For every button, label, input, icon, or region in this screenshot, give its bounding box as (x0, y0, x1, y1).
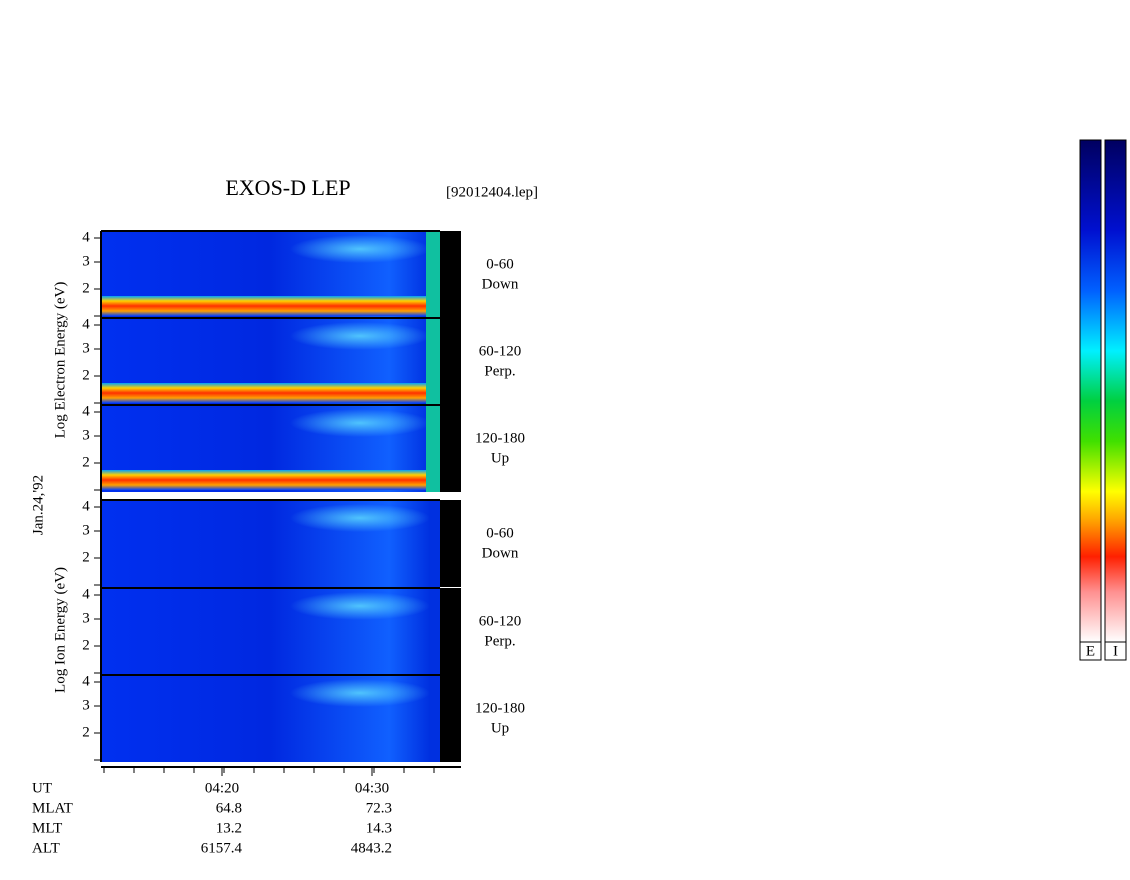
spectrogram-feature (290, 679, 430, 707)
colorbar-label-box (1104, 641, 1127, 661)
data-gap (440, 231, 461, 318)
pitch-direction: Up (491, 450, 509, 466)
spectrogram-edge (426, 318, 440, 405)
energy-tick-label: 3 (82, 697, 90, 713)
energy-tick-label: 4 (82, 316, 90, 332)
energy-tick-label: 2 (82, 280, 90, 296)
spectrogram-feature (290, 235, 430, 263)
energy-tick-label: 3 (82, 340, 90, 356)
colorbar (1079, 139, 1102, 643)
energy-tick-label: 2 (82, 724, 90, 740)
energy-tick-label: 4 (82, 403, 90, 419)
row-label: MLT (32, 820, 62, 836)
spectrogram-feature (290, 592, 430, 620)
colorbar-label: I (1113, 643, 1118, 659)
colorbar (1104, 139, 1127, 643)
data-gap (440, 588, 461, 675)
row-label: UT (32, 780, 52, 796)
spectrogram-feature (290, 504, 430, 532)
colorbar-label-box (1079, 641, 1102, 661)
time-tick-label: 04:20 (205, 780, 239, 796)
energy-tick-label: 2 (82, 367, 90, 383)
energy-tick-label: 3 (82, 427, 90, 443)
pitch-range: 120-180 (475, 700, 525, 716)
colorbar-label: E (1086, 643, 1095, 659)
pitch-direction: Perp. (484, 633, 515, 649)
energy-tick-label: 3 (82, 522, 90, 538)
row-value: 13.2 (216, 820, 242, 836)
pitch-range: 120-180 (475, 430, 525, 446)
date-label: Jan.24,'92 (30, 475, 46, 535)
spectrogram-edge (426, 405, 440, 492)
data-gap (440, 500, 461, 587)
spectrogram-feature (290, 322, 430, 350)
energy-tick-label: 2 (82, 637, 90, 653)
spectrogram-feature (290, 409, 430, 437)
ion-axis-label: Log Ion Energy (eV) (52, 567, 68, 693)
row-value: 64.8 (216, 800, 242, 816)
energy-tick-label: 4 (82, 586, 90, 602)
pitch-direction: Down (482, 545, 519, 561)
file-name: [92012404.lep] (446, 184, 538, 200)
time-tick-label: 04:30 (355, 780, 389, 796)
data-gap (440, 675, 461, 762)
pitch-direction: Down (482, 276, 519, 292)
data-gap (440, 405, 461, 492)
energy-tick-label: 3 (82, 610, 90, 626)
row-label: MLAT (32, 800, 73, 816)
electron-axis-label: Log Electron Energy (eV) (52, 282, 68, 439)
row-value: 6157.4 (201, 840, 243, 856)
energy-tick-label: 3 (82, 253, 90, 269)
row-label: ALT (32, 840, 60, 856)
pitch-direction: Perp. (484, 363, 515, 379)
pitch-range: 60-120 (479, 613, 522, 629)
spectrogram-band (101, 296, 428, 316)
title: EXOS-D LEP (225, 175, 350, 200)
energy-tick-label: 4 (82, 229, 90, 245)
pitch-range: 60-120 (479, 343, 522, 359)
spectrogram-band (101, 383, 428, 403)
energy-tick-label: 4 (82, 498, 90, 514)
pitch-direction: Up (491, 720, 509, 736)
energy-tick-label: 2 (82, 454, 90, 470)
spectrogram-band (101, 470, 428, 490)
energy-tick-label: 2 (82, 549, 90, 565)
row-value: 14.3 (366, 820, 392, 836)
row-value: 72.3 (366, 800, 392, 816)
spectrogram-edge (426, 231, 440, 318)
energy-tick-label: 4 (82, 673, 90, 689)
row-value: 4843.2 (351, 840, 392, 856)
data-gap (440, 318, 461, 405)
pitch-range: 0-60 (486, 525, 514, 541)
pitch-range: 0-60 (486, 256, 514, 272)
